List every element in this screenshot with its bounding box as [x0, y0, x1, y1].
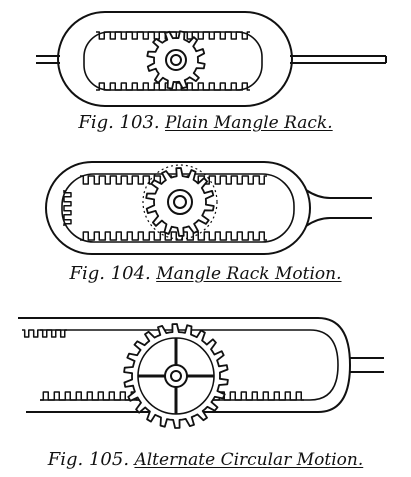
fig-105-upper-rack-teeth: [22, 329, 67, 338]
fig-105-diagram: [18, 317, 384, 429]
fig-104-end-rack-teeth: [63, 190, 72, 226]
fig-104-pitch-circle: [142, 164, 218, 240]
caption-fig-105-number: Fig. 105.: [47, 449, 130, 470]
caption-fig-104-title: Mangle Rack Motion.: [156, 264, 342, 284]
fig-104-handle-lower: [305, 217, 372, 227]
fig-105-wheel-axle: [170, 370, 182, 382]
fig-103-pinion-gear: [146, 30, 206, 90]
caption-fig-103-number: Fig. 103.: [78, 112, 160, 133]
fig-103-outer-frame: [57, 11, 293, 107]
caption-fig-104-number: Fig. 104.: [69, 263, 151, 284]
caption-fig-104: Fig. 104. Mangle Rack Motion.: [0, 263, 411, 285]
fig-103-pinion-axle: [170, 54, 182, 66]
fig-103-diagram: [36, 11, 387, 107]
caption-fig-105: Fig. 105. Alternate Circular Motion.: [0, 449, 411, 471]
caption-fig-103-title: Plain Mangle Rack.: [165, 113, 333, 133]
fig-104-pinion-gear: [145, 167, 215, 237]
fig-105-inner-frame: [40, 329, 339, 401]
fig-103-pinion-hub: [165, 49, 187, 71]
fig-105-wheel-hub: [164, 364, 188, 388]
fig-105-outer-frame: [18, 317, 351, 413]
fig-104-diagram: [45, 161, 372, 255]
fig-104-handle-upper: [305, 189, 372, 199]
fig-103-upper-rack-teeth: [96, 31, 250, 40]
fig-103-lower-rack-teeth: [96, 82, 250, 91]
fig-104-pinion-hub: [167, 189, 193, 215]
fig-104-outer-frame: [45, 161, 311, 255]
caption-fig-103: Fig. 103. Plain Mangle Rack.: [0, 112, 411, 134]
fig-104-lower-rack-teeth: [80, 231, 267, 241]
fig-104-pinion-axle: [173, 195, 187, 209]
caption-fig-105-title: Alternate Circular Motion.: [134, 450, 364, 470]
